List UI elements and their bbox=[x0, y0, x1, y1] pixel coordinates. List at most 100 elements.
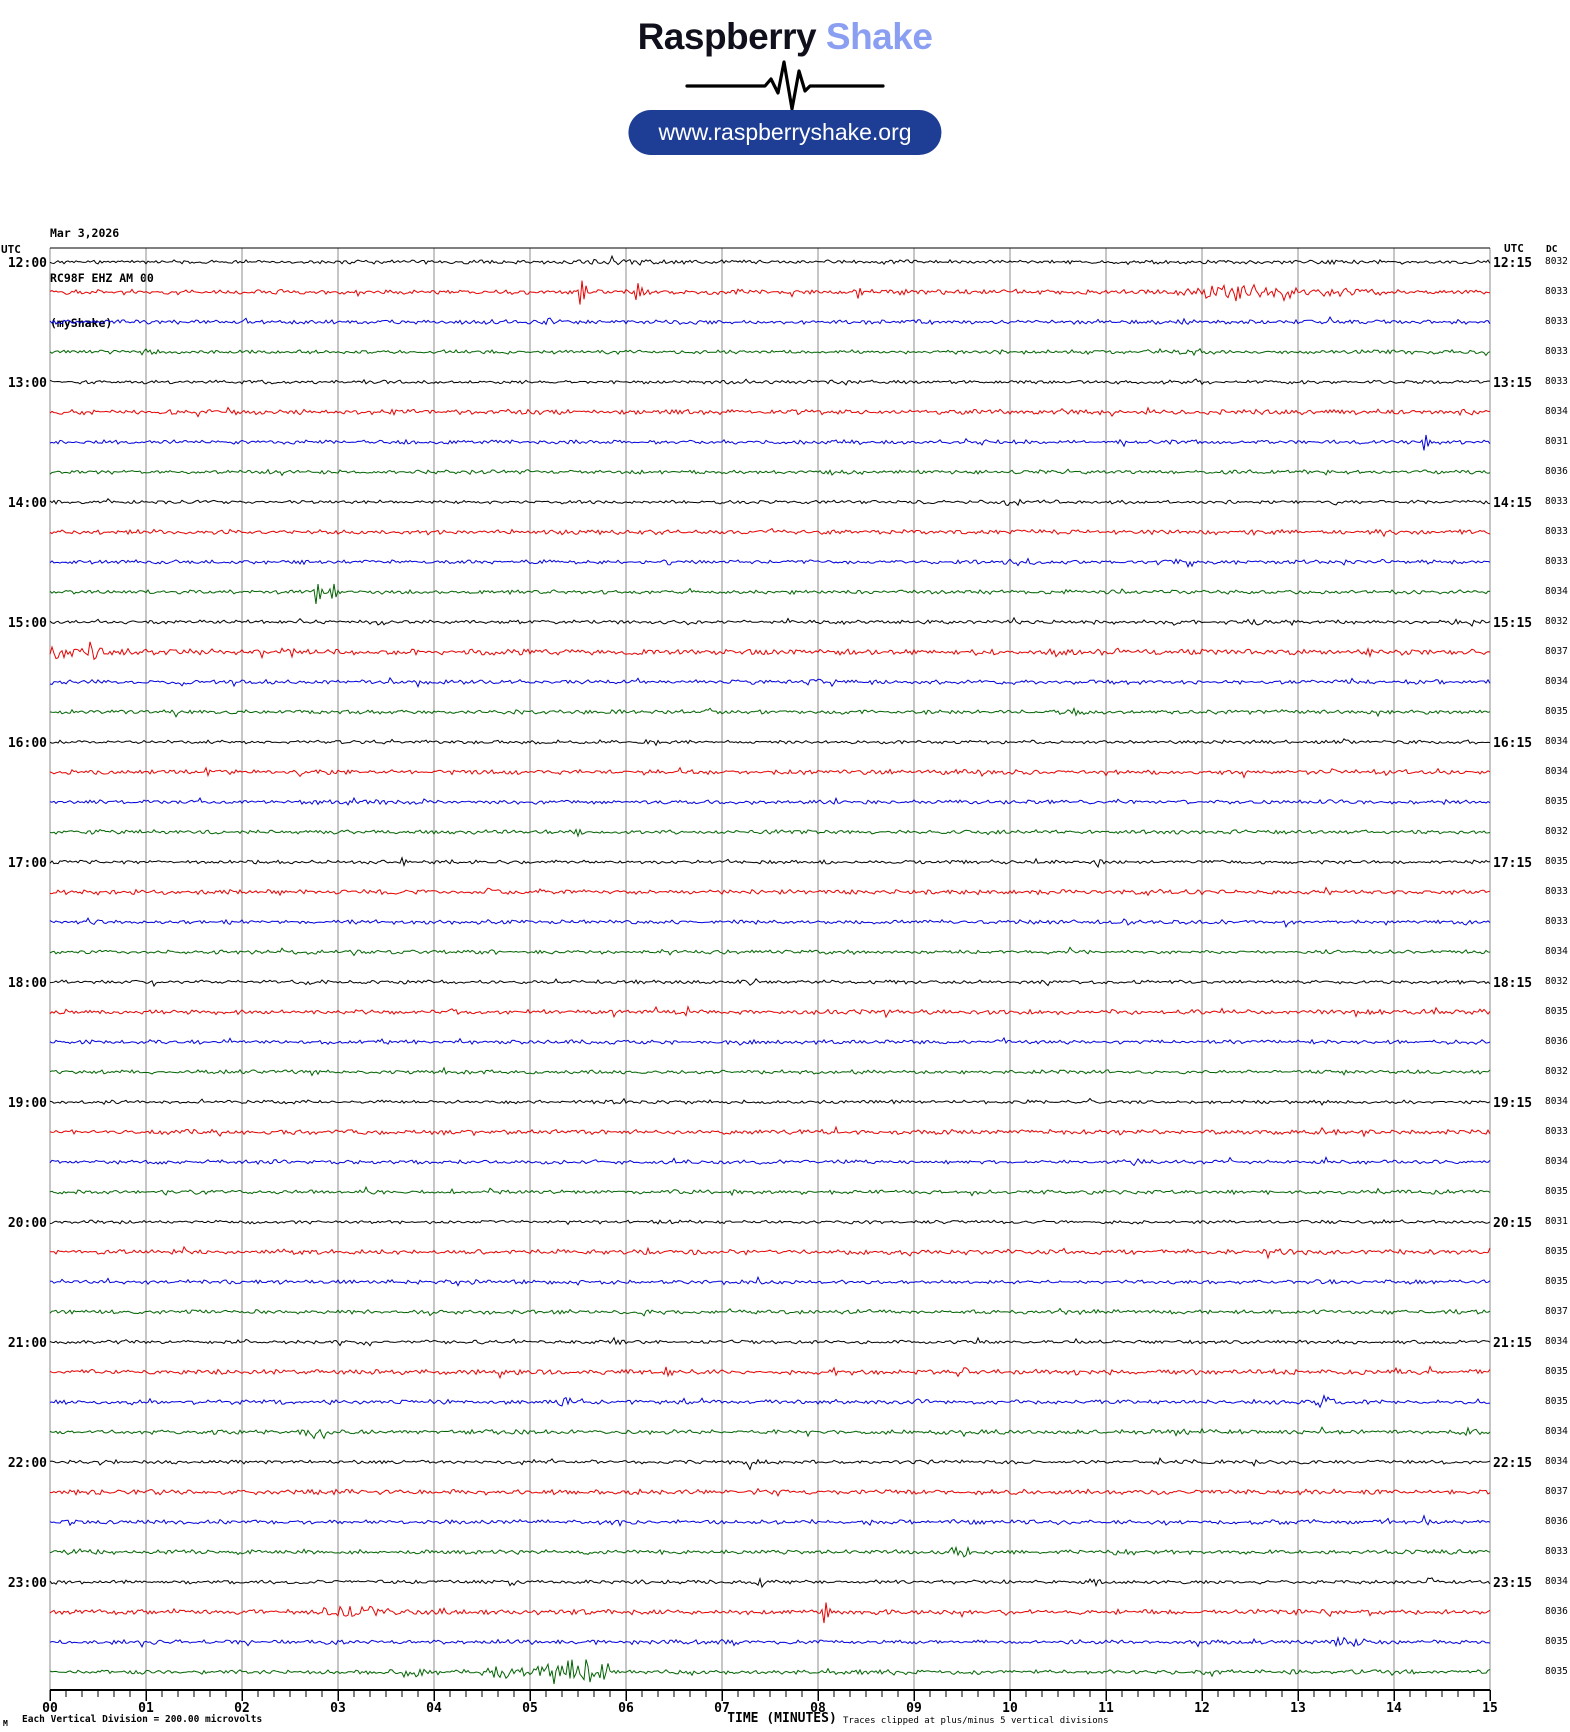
trace-row-3 bbox=[49, 347, 1491, 357]
dc-value-row-37: 8035 bbox=[1545, 1366, 1568, 1377]
trace-1500-utc bbox=[49, 616, 1491, 628]
trace-row-2 bbox=[49, 315, 1491, 326]
utc-left-label-2100: 21:00 bbox=[7, 1336, 47, 1351]
dc-value-row-0: 8032 bbox=[1545, 256, 1568, 267]
trace-2200-utc bbox=[49, 1457, 1491, 1471]
trace-1800-utc bbox=[49, 977, 1491, 988]
utc-right-label-1815: 18:15 bbox=[1493, 976, 1533, 991]
dc-value-row-11: 8034 bbox=[1545, 586, 1568, 597]
dc-value-row-42: 8036 bbox=[1545, 1516, 1568, 1527]
utc-left-label-1900: 19:00 bbox=[7, 1096, 47, 1111]
trace-row-9 bbox=[49, 527, 1491, 538]
trace-row-31 bbox=[49, 1185, 1491, 1197]
trace-row-10 bbox=[49, 557, 1491, 568]
dc-value-row-7: 8036 bbox=[1545, 466, 1568, 477]
dc-value-row-22: 8033 bbox=[1545, 916, 1568, 927]
trace-row-45 bbox=[49, 1602, 1491, 1624]
dc-value-row-41: 8037 bbox=[1545, 1486, 1568, 1497]
utc-left-label-1500: 15:00 bbox=[7, 616, 47, 631]
clipping-note: Traces clipped at plus/minus 5 vertical … bbox=[843, 1716, 1109, 1726]
meta-network: (myShake) bbox=[50, 316, 113, 330]
footnote-marker: M bbox=[3, 1719, 8, 1728]
dc-value-row-32: 8031 bbox=[1545, 1216, 1568, 1227]
dc-value-row-21: 8033 bbox=[1545, 886, 1568, 897]
trace-1400-utc bbox=[49, 498, 1491, 507]
utc-right-label-1915: 19:15 bbox=[1493, 1096, 1533, 1111]
trace-row-5 bbox=[49, 406, 1491, 418]
trace-row-38 bbox=[49, 1393, 1491, 1409]
dc-value-row-43: 8033 bbox=[1545, 1546, 1568, 1557]
trace-row-6 bbox=[49, 434, 1491, 451]
dc-value-row-25: 8035 bbox=[1545, 1006, 1568, 1017]
dc-value-row-20: 8035 bbox=[1545, 856, 1568, 867]
utc-right-label-1515: 15:15 bbox=[1493, 616, 1533, 631]
trace-row-1 bbox=[49, 280, 1491, 305]
trace-2000-utc bbox=[49, 1219, 1491, 1226]
trace-1600-utc bbox=[49, 738, 1491, 747]
utc-left-header: UTC bbox=[1, 243, 21, 256]
dc-value-row-15: 8035 bbox=[1545, 706, 1568, 717]
trace-row-42 bbox=[49, 1514, 1491, 1528]
trace-row-47 bbox=[49, 1659, 1491, 1685]
dc-value-row-38: 8035 bbox=[1545, 1396, 1568, 1407]
time-axis-label-01: 01 bbox=[138, 1701, 154, 1716]
dc-value-row-13: 8037 bbox=[1545, 646, 1568, 657]
dc-value-row-8: 8033 bbox=[1545, 496, 1568, 507]
trace-row-29 bbox=[49, 1125, 1491, 1138]
time-axis-label-04: 04 bbox=[426, 1701, 442, 1716]
trace-row-11 bbox=[49, 583, 1491, 604]
dc-value-row-47: 8035 bbox=[1545, 1666, 1568, 1677]
time-axis-label-08: 08 bbox=[810, 1701, 826, 1716]
utc-right-label-1615: 16:15 bbox=[1493, 736, 1533, 751]
utc-left-label-2200: 22:00 bbox=[7, 1456, 47, 1471]
dc-value-row-19: 8032 bbox=[1545, 826, 1568, 837]
dc-value-row-23: 8034 bbox=[1545, 946, 1568, 957]
utc-right-label-1715: 17:15 bbox=[1493, 856, 1533, 871]
dc-value-row-39: 8034 bbox=[1545, 1426, 1568, 1437]
logo-primary-text: Raspberry bbox=[637, 16, 817, 57]
station-meta: Mar 3,2026 RC98F EHZ AM 00 (myShake) bbox=[50, 196, 154, 361]
trace-row-35 bbox=[49, 1307, 1491, 1317]
time-axis-label-02: 02 bbox=[234, 1701, 250, 1716]
time-axis-label-14: 14 bbox=[1386, 1701, 1402, 1716]
utc-left-label-1700: 17:00 bbox=[7, 856, 47, 871]
dc-value-row-30: 8034 bbox=[1545, 1156, 1568, 1167]
trace-row-27 bbox=[49, 1066, 1491, 1077]
utc-right-label-1315: 13:15 bbox=[1493, 376, 1533, 391]
utc-right-label-1415: 14:15 bbox=[1493, 496, 1533, 511]
dc-value-row-40: 8034 bbox=[1545, 1456, 1568, 1467]
dc-value-row-35: 8037 bbox=[1545, 1306, 1568, 1317]
utc-left-label-1200: 12:00 bbox=[7, 256, 47, 271]
dc-value-row-45: 8036 bbox=[1545, 1606, 1568, 1617]
time-axis-label-12: 12 bbox=[1194, 1701, 1210, 1716]
time-axis-label-13: 13 bbox=[1290, 1701, 1306, 1716]
trace-row-34 bbox=[49, 1275, 1491, 1287]
trace-row-21 bbox=[49, 886, 1491, 897]
trace-2300-utc bbox=[49, 1576, 1491, 1589]
dc-value-row-28: 8034 bbox=[1545, 1096, 1568, 1107]
website-link-pill[interactable]: www.raspberryshake.org bbox=[628, 110, 942, 155]
utc-left-label-2000: 20:00 bbox=[7, 1216, 47, 1231]
dc-value-row-29: 8033 bbox=[1545, 1126, 1568, 1137]
dc-value-row-12: 8032 bbox=[1545, 616, 1568, 627]
trace-1300-utc bbox=[49, 378, 1491, 386]
dc-value-row-34: 8035 bbox=[1545, 1276, 1568, 1287]
utc-left-label-1600: 16:00 bbox=[7, 736, 47, 751]
trace-row-22 bbox=[49, 917, 1491, 928]
trace-1700-utc bbox=[49, 856, 1491, 869]
dc-value-row-10: 8033 bbox=[1545, 556, 1568, 567]
utc-right-label-1215: 12:15 bbox=[1493, 256, 1533, 271]
trace-row-23 bbox=[49, 946, 1491, 957]
time-axis-label-03: 03 bbox=[330, 1701, 346, 1716]
time-axis-label-06: 06 bbox=[618, 1701, 634, 1716]
dc-value-row-16: 8034 bbox=[1545, 736, 1568, 747]
trace-row-39 bbox=[49, 1426, 1491, 1440]
dc-value-row-26: 8036 bbox=[1545, 1036, 1568, 1047]
trace-row-7 bbox=[49, 468, 1491, 477]
seismic-waveform-icon bbox=[685, 60, 885, 111]
time-axis-title: TIME (MINUTES) bbox=[727, 1711, 837, 1726]
trace-row-26 bbox=[49, 1036, 1491, 1046]
time-axis-label-15: 15 bbox=[1482, 1701, 1498, 1716]
utc-left-label-1800: 18:00 bbox=[7, 976, 47, 991]
time-axis-label-09: 09 bbox=[906, 1701, 922, 1716]
